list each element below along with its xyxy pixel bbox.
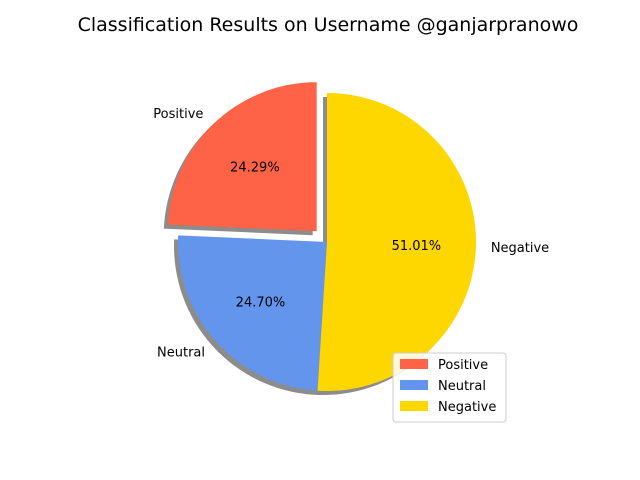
slice-percent-negative: 51.01%: [392, 239, 442, 254]
slice-label-negative: Negative: [491, 241, 549, 256]
legend-swatch-positive: [400, 359, 428, 369]
legend-swatch-negative: [400, 401, 428, 411]
slice-label-positive: Positive: [153, 107, 203, 122]
slice-label-neutral: Neutral: [157, 345, 205, 360]
chart-title: Classification Results on Username @ganj…: [78, 14, 579, 36]
legend-label-positive: Positive: [438, 358, 488, 373]
legend: Positive Neutral Negative: [392, 352, 507, 423]
slice-percent-neutral: 24.70%: [236, 296, 286, 311]
pie-slices: [167, 82, 477, 391]
slice-labels: Positive 24.29% Neutral 24.70% Negative 51.01…: [153, 107, 549, 361]
legend-swatch-neutral: [400, 380, 428, 390]
slice-percent-positive: 24.29%: [230, 161, 280, 176]
pie-slice-negative: [317, 93, 477, 391]
pie-slice-positive: [167, 82, 317, 232]
pie-slice-neutral: [178, 235, 327, 391]
legend-label-negative: Negative: [438, 400, 496, 415]
legend-label-neutral: Neutral: [438, 379, 486, 394]
